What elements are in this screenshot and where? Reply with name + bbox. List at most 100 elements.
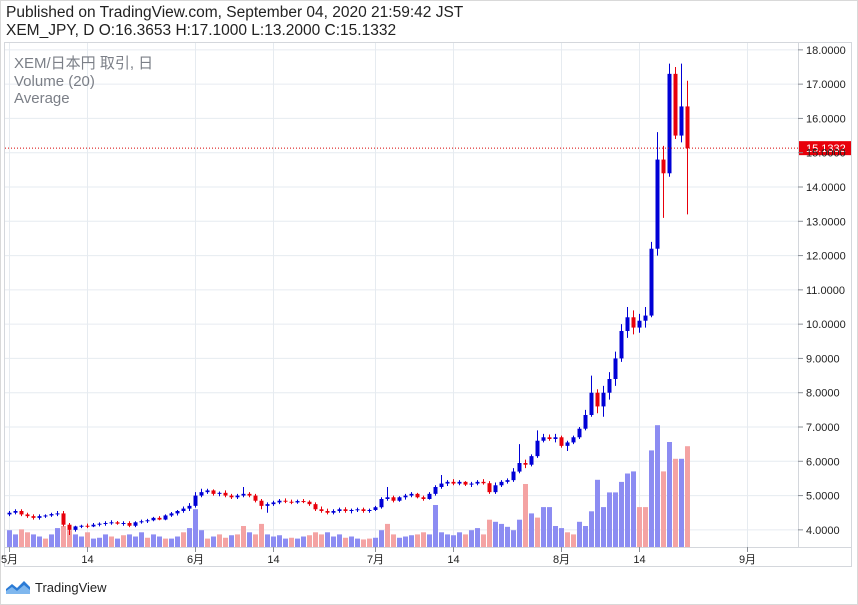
candle-body — [259, 500, 264, 506]
last-price-line: 15.1332 — [5, 141, 851, 156]
volume-bar — [271, 536, 276, 547]
volume-bar — [19, 529, 24, 547]
volume-bar — [43, 538, 48, 547]
candle-body — [283, 500, 288, 502]
y-tick-label: 9.0000 — [806, 353, 840, 365]
volume-bar — [541, 507, 546, 547]
volume-bar — [91, 538, 96, 547]
candle-body — [625, 317, 630, 331]
volume-bar — [139, 532, 144, 547]
tradingview-logo-icon — [6, 581, 30, 594]
candle-body — [169, 513, 174, 516]
volume-bar — [577, 521, 582, 547]
candle-body — [637, 320, 642, 328]
volume-bar — [343, 537, 348, 547]
volume-bar — [469, 530, 474, 547]
volume-bar — [163, 538, 168, 547]
x-tick-label: 14 — [447, 554, 459, 566]
candle-body — [529, 456, 534, 465]
candle-body — [181, 508, 186, 511]
candle-body — [487, 483, 492, 493]
volume-bar — [409, 535, 414, 547]
candle-body — [541, 437, 546, 441]
candle-body — [37, 516, 42, 518]
candle-body — [397, 497, 402, 501]
candle-body — [355, 509, 360, 511]
volume-bar — [601, 507, 606, 547]
candle-body — [193, 495, 198, 506]
volume-bar — [565, 532, 570, 547]
candle-body — [409, 493, 414, 496]
volume-bar — [613, 492, 618, 547]
volume-bar — [277, 535, 282, 547]
candle-body — [301, 501, 306, 503]
candle-body — [103, 523, 108, 524]
x-tick-label: 9月 — [739, 554, 756, 566]
y-tick-label: 15.0000 — [806, 148, 846, 160]
candle-body — [499, 481, 504, 486]
volume-bar — [475, 528, 480, 547]
candle-body — [73, 526, 78, 530]
volume-bar — [655, 425, 660, 547]
volume-bar — [661, 471, 666, 547]
volume-bar — [73, 534, 78, 547]
volume-bar — [349, 536, 354, 547]
y-tick-label: 14.0000 — [806, 182, 846, 194]
volume-bar — [583, 526, 588, 547]
volume-bar — [229, 535, 234, 547]
candle-body — [349, 509, 354, 511]
volume-bars — [7, 425, 690, 547]
volume-bar — [31, 534, 36, 547]
candle-body — [229, 495, 234, 498]
candle-body — [667, 73, 672, 174]
volume-bar — [631, 471, 636, 547]
gridlines — [5, 43, 798, 547]
candle-body — [61, 513, 66, 525]
volume-bar — [403, 536, 408, 547]
time-scale-border — [4, 547, 852, 567]
volume-bar — [457, 532, 462, 547]
volume-bar — [625, 473, 630, 547]
volume-bar — [319, 534, 324, 547]
volume-bar — [547, 507, 552, 547]
candle-body — [661, 159, 666, 174]
candle-body — [385, 497, 390, 499]
candle-body — [547, 437, 552, 439]
candle-body — [481, 481, 486, 484]
candle-body — [583, 415, 588, 429]
volume-bar — [169, 538, 174, 547]
volume-bar — [193, 509, 198, 547]
candle-body — [439, 483, 444, 487]
chart-legend: XEM/日本円 取引, 日 Volume (20) Average — [14, 55, 153, 107]
candle-body — [31, 516, 36, 518]
candle-body — [475, 481, 480, 484]
volume-bar — [289, 537, 294, 547]
candle-body — [91, 524, 96, 527]
volume-bar — [391, 534, 396, 547]
volume-bar — [505, 526, 510, 547]
volume-bar — [217, 534, 222, 547]
volume-bar — [499, 523, 504, 547]
volume-bar — [367, 538, 372, 547]
volume-bar — [433, 505, 438, 547]
y-tick-label: 5.0000 — [806, 491, 840, 503]
candle-body — [13, 511, 18, 513]
x-tick-label: 7月 — [367, 554, 384, 566]
candle-body — [373, 507, 378, 510]
candle-body — [601, 392, 606, 407]
volume-bar — [187, 528, 192, 547]
candle-body — [121, 523, 126, 524]
candle-body — [199, 492, 204, 496]
volume-bar — [361, 539, 366, 547]
volume-bar — [259, 523, 264, 547]
y-tick-label: 16.0000 — [806, 113, 846, 125]
candle-body — [235, 495, 240, 498]
volume-bar — [49, 534, 54, 547]
candle-body — [655, 159, 660, 249]
candle-body — [493, 485, 498, 493]
volume-bar — [445, 534, 450, 547]
volume-bar — [145, 537, 150, 547]
symbol-legend: XEM/日本円 取引, 日 — [14, 55, 153, 72]
candle-body — [7, 512, 12, 515]
candle-body — [247, 493, 252, 496]
